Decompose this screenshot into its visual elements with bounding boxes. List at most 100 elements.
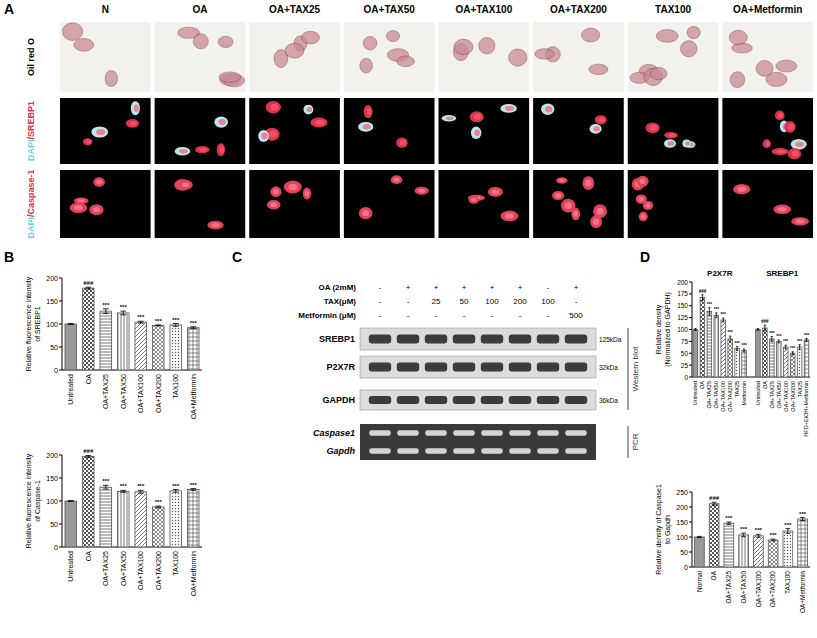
bar	[797, 347, 802, 377]
band	[565, 396, 587, 404]
error-bar	[155, 506, 161, 508]
micrograph	[722, 98, 813, 164]
cell-blob	[220, 146, 225, 153]
error-bar	[736, 347, 738, 351]
cell-blob	[207, 221, 223, 230]
row-label: DAPI/Caspase-1	[26, 169, 36, 238]
row-label: DAPI/SREBP1	[26, 101, 36, 161]
cell-blob	[585, 180, 591, 187]
blot-size: 125kDa	[599, 336, 622, 343]
pcr-name: Caspase1	[313, 428, 355, 438]
row-label-part: /SREBP1	[26, 101, 36, 140]
cell-blob	[131, 101, 140, 115]
significance-mark: ***	[776, 334, 782, 339]
pcr-band	[397, 448, 418, 454]
y-tick	[59, 524, 62, 525]
y-axis-label: to Gapdh	[664, 515, 672, 544]
micrograph	[155, 170, 246, 238]
y-axis-label: Relative density	[655, 304, 663, 354]
bar	[187, 490, 199, 548]
band	[369, 363, 391, 372]
error-bar	[701, 295, 703, 301]
cell-blob	[195, 146, 209, 153]
cell-blob	[597, 208, 604, 215]
band	[565, 363, 587, 372]
cell-blob	[130, 121, 137, 126]
y-tick	[59, 478, 62, 479]
y-tick-label: 0	[684, 374, 688, 381]
micrograph	[439, 22, 530, 92]
column-header: OA+Metformin	[733, 4, 802, 15]
bar-chart: 050100150200Relative fluorescence intens…	[25, 275, 202, 420]
cell-blob	[595, 115, 607, 124]
pcr-band	[509, 448, 530, 454]
cell-blob	[470, 111, 484, 122]
bar	[100, 487, 112, 547]
significance-mark: ***	[784, 522, 792, 528]
cell-blob	[70, 202, 88, 213]
significance-mark: ***	[102, 478, 110, 484]
cell-blob	[479, 38, 495, 54]
micrograph	[628, 22, 719, 92]
cell-blob	[105, 70, 118, 86]
y-tick	[689, 353, 692, 354]
micrograph	[60, 98, 151, 164]
cell-blob	[500, 104, 516, 113]
cell-blob	[359, 207, 373, 219]
significance-mark: ***	[137, 483, 145, 489]
cell-blob	[199, 148, 207, 152]
error-bar	[715, 313, 717, 318]
blot-name: GAPDH	[322, 395, 355, 405]
cell-blob	[266, 101, 281, 114]
y-tick-label: 25	[681, 362, 689, 369]
panel-letter: B	[4, 249, 14, 265]
significance-mark: ###	[83, 280, 94, 286]
bar-chart: 0255075100125150175200Relative density(N…	[655, 269, 810, 437]
error-bar	[771, 539, 776, 541]
cell-blob	[358, 122, 373, 132]
condition-mark: +	[434, 283, 439, 292]
significance-mark: ***	[707, 302, 713, 307]
bar	[768, 540, 778, 567]
blot-size: 36kDa	[599, 397, 618, 404]
blot-size: 32kDa	[599, 364, 618, 371]
error-bar	[85, 287, 91, 289]
cell-blob	[391, 175, 403, 184]
cell-blob	[772, 148, 789, 155]
cell-blob	[733, 184, 750, 194]
y-tick-label: 200	[676, 504, 688, 511]
cell-blob	[763, 139, 771, 148]
micrograph	[722, 170, 813, 238]
micrograph	[439, 98, 530, 164]
condition-label: OA (2mM)	[319, 283, 357, 292]
cell-blob	[96, 129, 105, 135]
significance-mark: ***	[120, 304, 128, 310]
condition-mark: -	[435, 311, 438, 320]
cell-blob	[211, 223, 219, 227]
significance-mark: ***	[734, 341, 740, 346]
y-tick	[689, 507, 692, 508]
cell-blob	[541, 103, 554, 115]
micrograph	[533, 22, 624, 92]
row-label: Oil red O	[26, 38, 36, 76]
error-bar	[155, 324, 161, 326]
cell-blob	[315, 120, 324, 126]
band	[425, 335, 447, 344]
cell-blob	[687, 26, 700, 38]
cell-blob	[217, 143, 225, 156]
error-bar	[85, 455, 91, 457]
significance-mark: ***	[741, 343, 747, 348]
band	[481, 396, 503, 404]
y-tick-label: 100	[677, 326, 688, 333]
column-header: N	[102, 4, 109, 15]
condition-mark: 25	[432, 297, 441, 306]
pcr-band	[481, 448, 502, 454]
significance-mark: ***	[755, 527, 763, 533]
significance-mark: ###	[709, 495, 720, 501]
x-tick-label: Untreated	[755, 381, 761, 405]
error-bar	[785, 529, 790, 534]
pcr-band	[509, 430, 530, 436]
bar	[100, 311, 112, 370]
cell-blob	[641, 214, 646, 219]
panel-letter: A	[4, 1, 14, 17]
